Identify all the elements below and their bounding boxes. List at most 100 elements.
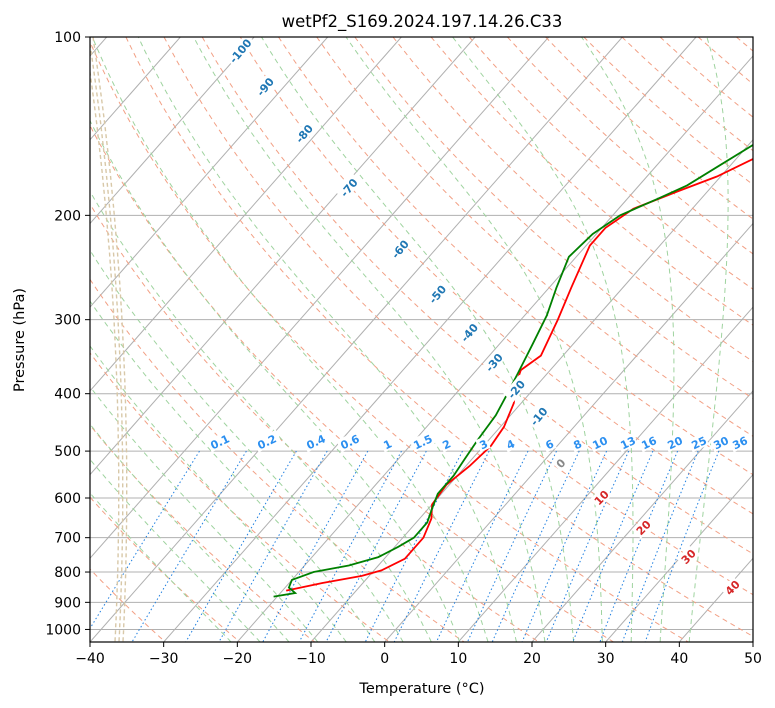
mixing-ratio-label: 13 <box>618 434 637 452</box>
isotherm-line <box>310 138 753 642</box>
mixing-ratio-line <box>325 450 427 642</box>
y-axis: 100 200 300 400 500 600 700 800 900 1000 <box>45 30 90 638</box>
x-tick-label: −10 <box>296 651 326 667</box>
x-tick-label: 50 <box>744 651 762 667</box>
mixing-ratio-label-bg <box>687 432 710 453</box>
isotherm-line <box>90 37 623 642</box>
dry-adiabat-line <box>90 278 465 642</box>
isotherm-line <box>90 37 255 225</box>
mixing-ratio-label: 36 <box>730 434 750 452</box>
moist-adiabat-line <box>452 37 634 642</box>
plot-area: -100-90-80-70-60-50-40-30-20-100.1 0.2 0.4… <box>90 37 753 642</box>
mixing-ratio-label: 10 <box>590 434 610 452</box>
dry-adiabat-label-bg <box>387 234 414 263</box>
y-tick-label: 400 <box>54 387 81 403</box>
dry-adiabat-line <box>125 37 753 638</box>
lcl-arc-line <box>90 67 120 642</box>
isotherm-line <box>90 37 402 392</box>
x-tick-label: −30 <box>149 651 179 667</box>
mixing-ratio-label-bg <box>379 435 395 453</box>
lcl-arc-line <box>90 39 124 642</box>
moist-adiabat-label-bg <box>631 516 654 539</box>
dry-adiabat-label-bg <box>224 37 256 67</box>
isotherm-line <box>531 390 753 642</box>
dry-adiabat-label-bg <box>291 119 318 147</box>
mixing-ratio-line <box>298 450 402 642</box>
moist-adiabat-line <box>90 249 404 642</box>
mixing-ratio-label-bg <box>336 429 365 453</box>
moist-adiabat-line <box>90 385 319 642</box>
mixing-ratio-label-bg <box>302 429 331 453</box>
y-tick-label: 300 <box>54 313 81 329</box>
moist-adiabat-line <box>345 37 603 642</box>
dry-adiabat-line <box>278 37 753 476</box>
x-tick-label: −20 <box>223 651 253 667</box>
mixing-ratio-label-bg <box>728 432 751 453</box>
isotherm-line <box>457 306 753 642</box>
y-tick-label: 600 <box>54 491 81 507</box>
dry-adiabat-label-bg <box>525 401 552 430</box>
moist-adiabat-label-bg <box>551 454 569 472</box>
temperature-profile-line <box>286 158 753 592</box>
dry-adiabat-line <box>90 203 540 642</box>
isotherm-line <box>605 473 753 642</box>
mixing-ratio-label: 20 <box>665 434 685 452</box>
moist-adiabat-line <box>90 119 461 642</box>
mixing-ratio-line <box>599 450 679 642</box>
y-tick-label: 500 <box>54 444 81 460</box>
moist-adiabat-line <box>90 300 376 642</box>
dry-adiabat-label-bg <box>335 173 362 201</box>
moist-adiabat-line <box>688 37 729 642</box>
mixing-ratio-line <box>467 450 557 642</box>
moist-adiabat-line <box>137 37 517 642</box>
mixing-ratio-label-bg <box>663 432 686 453</box>
dry-adiabat-label-bg <box>456 318 483 346</box>
dry-adiabat-label-bg <box>503 374 530 403</box>
dry-adiabat-line <box>90 496 241 642</box>
y-tick-label: 200 <box>54 208 81 224</box>
x-axis: −40 −30 −20 −10 0 10 20 30 40 50 <box>75 642 762 667</box>
moist-adiabat-line <box>90 492 232 642</box>
dry-adiabat-line <box>201 37 753 555</box>
isotherm-line <box>90 37 181 141</box>
moist-adiabat-line <box>90 190 432 642</box>
x-tick-label: −40 <box>75 651 105 667</box>
y-tick-label: 100 <box>54 30 81 46</box>
isotherm-line <box>163 37 697 642</box>
y-tick-label: 800 <box>54 565 81 581</box>
x-tick-label: 40 <box>670 651 688 667</box>
x-tick-label: 30 <box>597 651 615 667</box>
lcl-arc-line <box>92 37 128 642</box>
moist-adiabat-line <box>261 37 575 642</box>
x-tick-label: 0 <box>380 651 389 667</box>
dry-adiabat-label-bg <box>252 72 279 100</box>
dry-adiabat-line <box>90 568 166 642</box>
mixing-ratio-line <box>90 450 200 630</box>
dry-adiabat-line <box>90 352 390 642</box>
dry-adiabat-label-bg <box>481 348 508 376</box>
mixing-ratio-line <box>621 450 699 642</box>
isotherm-line <box>90 37 550 560</box>
mixing-ratio-line <box>218 450 328 642</box>
y-tick-label: 700 <box>54 531 81 547</box>
mixing-ratio-label-bg <box>616 432 639 453</box>
moist-adiabat-line <box>193 37 546 642</box>
moist-adiabat-line <box>90 423 290 642</box>
mixing-ratio-line <box>393 450 490 642</box>
mixing-ratio-label-bg <box>409 429 438 453</box>
mixing-ratio-label-bg <box>569 435 585 453</box>
moist-adiabat-label-bg <box>676 545 699 568</box>
mixing-ratio-label-bg <box>253 429 282 453</box>
moist-adiabat-line <box>91 37 489 642</box>
y-axis-label: Pressure (hPa) <box>12 288 28 392</box>
chart-title: wetPf2_S169.2024.197.14.26.C33 <box>282 12 563 32</box>
isotherm-line <box>90 37 329 308</box>
mixing-ratio-label-bg <box>709 432 732 453</box>
mixing-ratio-label: 25 <box>689 434 708 452</box>
x-axis-label: Temperature (°C) <box>358 681 484 697</box>
isotherm-line <box>384 222 753 642</box>
y-tick-label: 1000 <box>45 622 81 638</box>
isotherm-line <box>90 37 476 476</box>
mixing-ratio-line <box>644 450 720 642</box>
mixing-ratio-label-bg <box>438 435 454 453</box>
